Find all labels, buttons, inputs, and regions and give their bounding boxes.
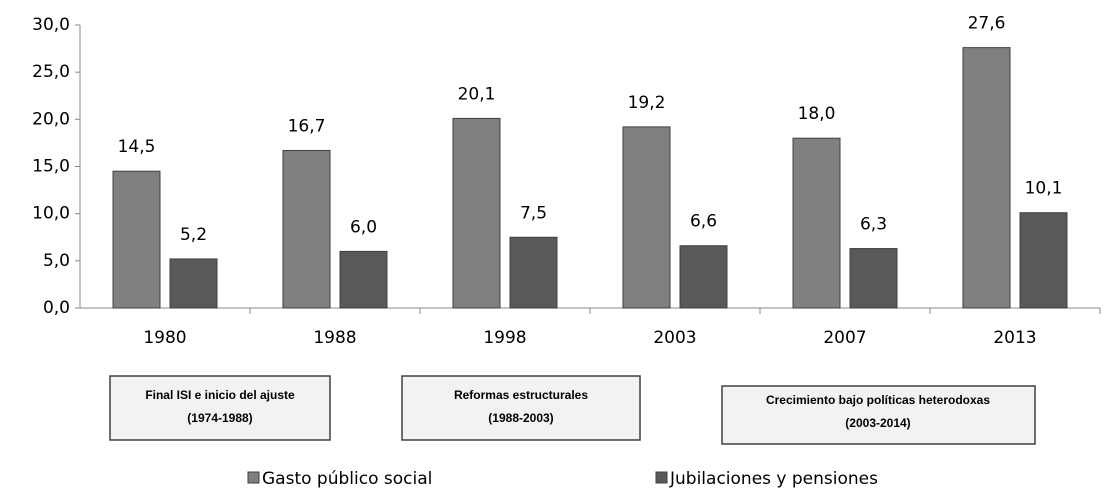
bar — [792, 137, 841, 309]
bar — [112, 170, 161, 309]
bar — [452, 117, 501, 309]
legend-label: Gasto público social — [262, 469, 432, 489]
bar — [622, 126, 671, 309]
annotation-text: Final ISI e inicio del ajuste — [145, 388, 295, 402]
annotation-text: Crecimiento bajo políticas heterodoxas — [766, 393, 990, 407]
x-tick-label: 2007 — [823, 328, 866, 348]
y-tick-label: 0,0 — [43, 298, 70, 318]
value-label: 14,5 — [118, 137, 156, 157]
bar — [962, 47, 1011, 309]
bar — [339, 250, 388, 309]
value-label: 10,1 — [1025, 179, 1063, 199]
annotation-box — [401, 375, 641, 441]
y-tick-label: 10,0 — [32, 204, 70, 224]
value-label: 6,0 — [350, 217, 377, 237]
value-label: 19,2 — [628, 93, 666, 113]
annotation-text: (2003-2014) — [845, 416, 910, 430]
annotation-box — [721, 385, 1036, 445]
bar — [849, 248, 898, 309]
y-tick-label: 30,0 — [32, 15, 70, 35]
value-label: 27,6 — [968, 14, 1006, 34]
value-label: 20,1 — [458, 84, 496, 104]
annotation-text: (1988-2003) — [488, 411, 553, 425]
annotation-box — [109, 375, 331, 441]
x-tick-label: 1988 — [313, 328, 356, 348]
x-tick-label: 1998 — [483, 328, 526, 348]
bar — [1019, 212, 1068, 309]
legend-swatch — [247, 471, 260, 484]
annotation-text: Reformas estructurales — [454, 388, 588, 402]
legend-swatch — [655, 471, 668, 484]
bar — [282, 149, 331, 309]
legend-label: Jubilaciones y pensiones — [669, 469, 878, 489]
y-tick-label: 5,0 — [43, 251, 70, 271]
x-tick-label: 1980 — [143, 328, 186, 348]
bar — [169, 258, 218, 309]
value-label: 18,0 — [798, 104, 836, 124]
y-tick-label: 20,0 — [32, 109, 70, 129]
bar — [509, 236, 558, 309]
value-label: 6,6 — [690, 212, 717, 232]
y-tick-label: 15,0 — [32, 157, 70, 177]
x-tick-label: 2013 — [993, 328, 1036, 348]
value-label: 5,2 — [180, 225, 207, 245]
bar — [679, 245, 728, 309]
value-label: 16,7 — [288, 116, 326, 136]
x-tick-label: 2003 — [653, 328, 696, 348]
annotation-text: (1974-1988) — [187, 411, 252, 425]
y-tick-label: 25,0 — [32, 62, 70, 82]
value-label: 7,5 — [520, 203, 547, 223]
value-label: 6,3 — [860, 215, 887, 235]
